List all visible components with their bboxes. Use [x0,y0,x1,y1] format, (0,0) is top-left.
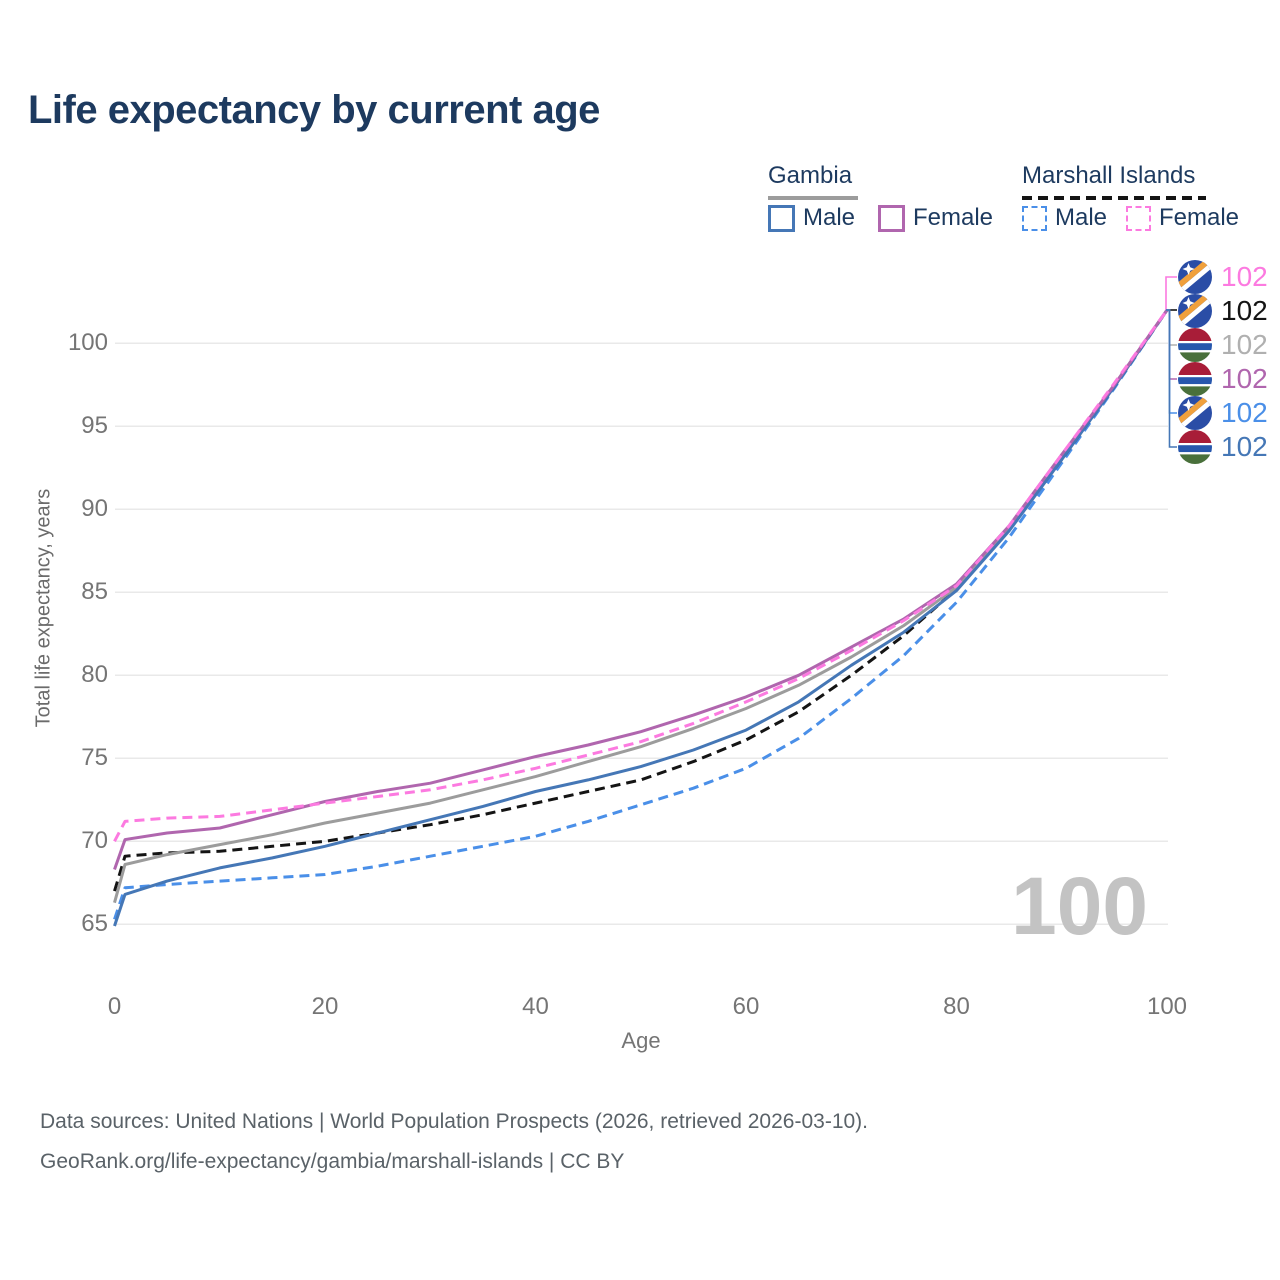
leader-line-marshall-islands-male [1166,309,1177,414]
legend-item-label: Female [1159,204,1240,231]
gambia-flag-icon [1178,328,1212,362]
y-tick-label-75: 75 [81,744,108,772]
marshall-islands-flag-icon [1178,260,1212,294]
end-label-gambia-female: 102 [1178,362,1268,396]
gambia-flag-icon [1178,362,1212,396]
legend-group-gambia[interactable]: Gambia [768,162,853,189]
leader-line-gambia-male [1166,309,1177,448]
gambia-female-swatch-icon [878,204,905,232]
x-tick-label-20: 20 [311,993,339,1020]
end-label-gambia-male: 102 [1178,430,1268,464]
end-label-marshall-islands-male: 102 [1178,396,1268,430]
series-line-gambia-male[interactable] [113,309,1169,927]
y-tick-label-95: 95 [81,412,108,440]
leader-line-marshall-islands-female [1165,276,1177,310]
age-watermark: 100 [1011,861,1148,952]
legend-item-label: Female [913,204,994,231]
legend-underline-marshall-islands-dashed [1022,196,1206,200]
end-label-gambia-both-sexes: 102 [1178,328,1268,362]
x-tick-label-40: 40 [522,993,549,1020]
x-tick-label-100: 100 [1146,993,1188,1020]
legend-group-marshall-islands[interactable]: Marshall Islands [1022,162,1196,189]
legend-item-gambia-female[interactable]: Female [878,204,993,232]
end-label-marshall-islands-female: 102 [1178,260,1268,294]
legend-underline-gambia-solid [768,196,858,200]
y-axis-title: Total life expectancy, years [32,488,55,728]
series-line-marshall-islands-male[interactable] [113,309,1169,920]
series-lines [113,309,1169,927]
y-tick-label-70: 70 [81,827,108,855]
end-label-leader-lines [1165,276,1177,448]
y-tick-label-100: 100 [67,329,108,357]
series-line-gambia-female[interactable] [113,309,1169,870]
marshall-islands-female-swatch-icon [1126,205,1151,231]
marshall-islands-flag-icon [1178,294,1212,328]
end-value: 102 [1221,431,1268,462]
y-tick-label-85: 85 [81,578,108,606]
end-label-marshall-islands-both-sexes: 102 [1178,294,1268,328]
marshall-islands-male-swatch-icon [1022,205,1047,231]
legend-item-marshall-islands-male[interactable]: Male [1022,204,1107,232]
footer-attribution-link[interactable]: GeoRank.org/life-expectancy/gambia/marsh… [40,1150,625,1173]
footer-data-sources: Data sources: United Nations | World Pop… [40,1110,869,1133]
end-value: 102 [1221,295,1268,326]
end-value: 102 [1221,261,1268,292]
marshall-islands-flag-icon [1178,396,1212,430]
end-value: 102 [1221,363,1268,394]
y-tick-label-90: 90 [81,495,108,523]
x-tick-label-80: 80 [943,993,970,1020]
x-axis-title: Age [621,1028,661,1053]
end-value: 102 [1221,329,1268,360]
y-tick-label-65: 65 [81,910,108,938]
y-tick-label-80: 80 [81,661,108,689]
legend-item-label: Male [803,204,856,231]
legend-item-label: Male [1055,204,1108,231]
page-title: Life expectancy by current age [28,88,600,132]
legend-item-marshall-islands-female[interactable]: Female [1126,204,1239,232]
end-value: 102 [1221,397,1268,428]
gambia-male-swatch-icon [768,204,795,232]
leader-line-gambia-both-sexes [1166,309,1177,346]
x-tick-label-0: 0 [107,993,122,1020]
x-tick-label-60: 60 [732,993,760,1020]
legend-item-gambia-male[interactable]: Male [768,204,855,232]
gambia-flag-icon [1178,430,1212,464]
series-line-marshall-islands-both-sexes[interactable] [113,309,1169,892]
series-line-marshall-islands-female[interactable] [113,309,1169,842]
gridlines [115,342,1168,926]
